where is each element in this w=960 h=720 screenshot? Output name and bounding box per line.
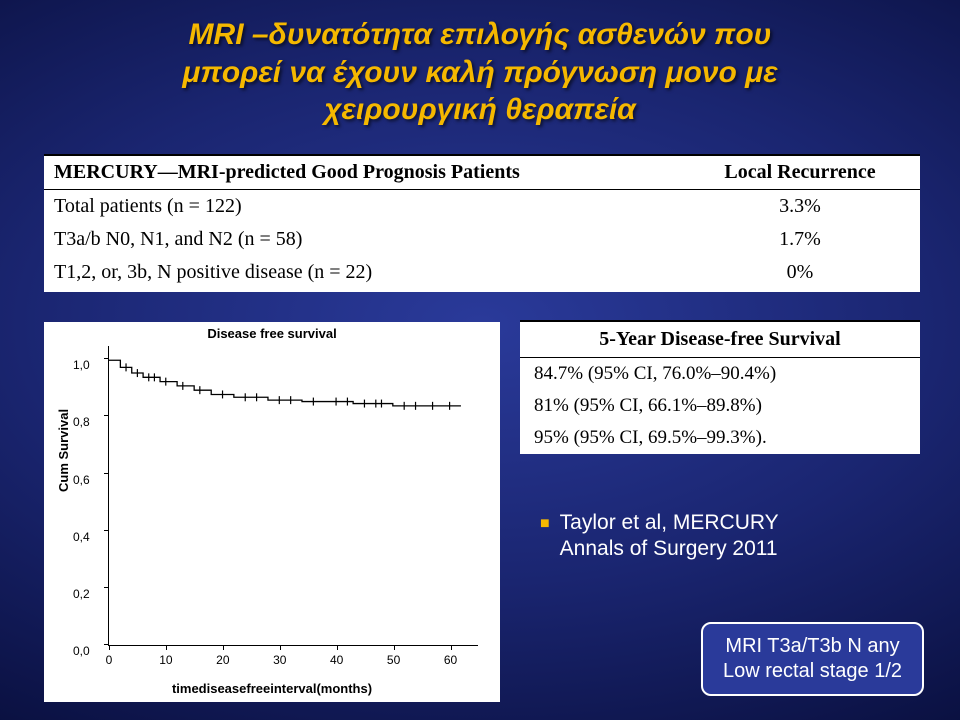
xtick-label: 60: [444, 653, 457, 667]
ytick-label: 0,2: [73, 587, 90, 601]
title-line-3: χειρουργική θεραπεία: [0, 91, 960, 129]
ytick-label: 0,8: [73, 415, 90, 429]
table-cell: 81% (95% CI, 66.1%–89.8%): [520, 390, 920, 422]
ytick-label: 0,6: [73, 473, 90, 487]
chart-plot-area: 0,00,20,40,60,81,00102030405060: [108, 346, 478, 646]
xtick-mark: [166, 645, 167, 650]
table-row: T3a/b N0, N1, and N2 (n = 58)1.7%: [44, 223, 920, 256]
table-cell: 1.7%: [680, 223, 920, 256]
chart-xlabel: timediseasefreeinterval(months): [44, 681, 500, 696]
table-cell: 95% (95% CI, 69.5%–99.3%).: [520, 422, 920, 454]
citation-line-1: Taylor et al, MERCURY: [560, 510, 779, 536]
xtick-label: 10: [159, 653, 172, 667]
xtick-label: 30: [273, 653, 286, 667]
slide-title: MRI –δυνατότητα επιλογής ασθενών που μπο…: [0, 16, 960, 129]
prognosis-table: MERCURY—MRI-predicted Good Prognosis Pat…: [44, 154, 920, 292]
ytick-mark: [104, 530, 109, 531]
xtick-mark: [109, 645, 110, 650]
table-row: 95% (95% CI, 69.5%–99.3%).: [520, 422, 920, 454]
ytick-label: 1,0: [73, 358, 90, 372]
xtick-label: 0: [106, 653, 113, 667]
table-cell: 0%: [680, 256, 920, 292]
survival-table: 5-Year Disease-free Survival 84.7% (95% …: [520, 320, 920, 454]
table-cell: T1,2, or, 3b, N positive disease (n = 22…: [44, 256, 680, 292]
ytick-mark: [104, 587, 109, 588]
xtick-mark: [280, 645, 281, 650]
table2-header: 5-Year Disease-free Survival: [520, 321, 920, 358]
xtick-mark: [223, 645, 224, 650]
stage-badge: MRI T3a/T3b N any Low rectal stage 1/2: [701, 622, 924, 696]
table-cell: 84.7% (95% CI, 76.0%–90.4%): [520, 358, 920, 391]
xtick-label: 40: [330, 653, 343, 667]
xtick-mark: [337, 645, 338, 650]
ytick-label: 0,0: [73, 644, 90, 658]
table-cell: T3a/b N0, N1, and N2 (n = 58): [44, 223, 680, 256]
badge-line-2: Low rectal stage 1/2: [723, 659, 902, 684]
bullet-icon: ■: [540, 510, 550, 563]
table-row: 84.7% (95% CI, 76.0%–90.4%): [520, 358, 920, 391]
chart-title: Disease free survival: [44, 326, 500, 341]
title-line-1: MRI –δυνατότητα επιλογής ασθενών που: [0, 16, 960, 54]
ytick-mark: [104, 358, 109, 359]
citation: ■ Taylor et al, MERCURY Annals of Surger…: [540, 510, 779, 563]
table-row: 81% (95% CI, 66.1%–89.8%): [520, 390, 920, 422]
table1-header-right: Local Recurrence: [680, 155, 920, 190]
citation-line-2: Annals of Surgery 2011: [560, 536, 779, 562]
chart-ylabel: Cum Survival: [56, 409, 71, 492]
table-cell: Total patients (n = 122): [44, 190, 680, 224]
table-cell: 3.3%: [680, 190, 920, 224]
table-row: Total patients (n = 122)3.3%: [44, 190, 920, 224]
ytick-mark: [104, 473, 109, 474]
xtick-label: 20: [216, 653, 229, 667]
xtick-label: 50: [387, 653, 400, 667]
xtick-mark: [394, 645, 395, 650]
km-line: [109, 346, 478, 645]
xtick-mark: [451, 645, 452, 650]
km-chart: Disease free survival Cum Survival 0,00,…: [44, 322, 500, 702]
table-row: T1,2, or, 3b, N positive disease (n = 22…: [44, 256, 920, 292]
ytick-label: 0,4: [73, 530, 90, 544]
badge-line-1: MRI T3a/T3b N any: [723, 634, 902, 659]
title-line-2: μπορεί να έχουν καλή πρόγνωση μονο με: [0, 54, 960, 92]
table1-header-left: MERCURY—MRI-predicted Good Prognosis Pat…: [44, 155, 680, 190]
ytick-mark: [104, 415, 109, 416]
